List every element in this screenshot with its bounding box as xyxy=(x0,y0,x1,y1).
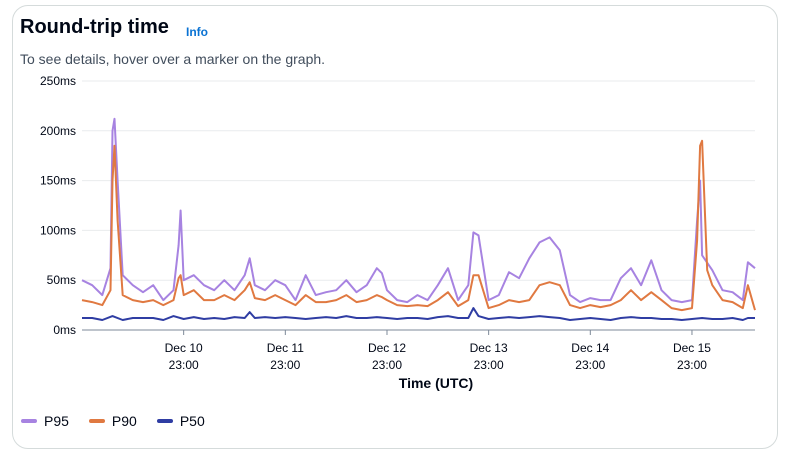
x-tick-label: 23:00 xyxy=(169,358,199,372)
x-tick-label: 23:00 xyxy=(474,358,504,372)
legend: P95 P90 P50 xyxy=(21,413,205,429)
series-line-p90[interactable] xyxy=(81,139,756,312)
series-lines[interactable] xyxy=(81,117,756,321)
series-line-p95[interactable] xyxy=(81,117,756,304)
x-tick-label: 23:00 xyxy=(270,358,300,372)
legend-item-p50[interactable]: P50 xyxy=(156,413,205,429)
y-tick-label: 250ms xyxy=(40,74,76,88)
legend-label: P90 xyxy=(111,413,137,429)
x-axis: Dec 10 23:00 Dec 11 23:00 Dec 12 23:00 Dec 13 2… xyxy=(165,330,711,372)
page-title: Round-trip time xyxy=(20,16,169,38)
x-tick-label: Dec 12 xyxy=(368,341,406,355)
x-tick-label: 23:00 xyxy=(677,358,707,372)
x-tick-label: Dec 10 xyxy=(165,341,203,355)
info-link[interactable]: Info xyxy=(186,25,208,39)
legend-label: P95 xyxy=(44,413,69,429)
chart-description: To see details, hover over a marker on t… xyxy=(20,51,326,67)
x-tick-label: Dec 11 xyxy=(267,341,304,355)
legend-item-p90[interactable]: P90 xyxy=(88,413,137,429)
x-tick-label: 23:00 xyxy=(575,358,605,372)
y-tick-label: 100ms xyxy=(40,223,76,237)
series-line-p50[interactable] xyxy=(82,307,755,321)
y-tick-label: 200ms xyxy=(40,124,76,138)
legend-swatch xyxy=(156,419,173,423)
x-tick-label: Dec 13 xyxy=(470,341,508,355)
x-tick-label: Dec 15 xyxy=(673,341,711,355)
y-tick-label: 0ms xyxy=(53,323,76,337)
legend-swatch xyxy=(21,419,37,423)
x-tick-label: 23:00 xyxy=(372,358,402,372)
legend-label: P50 xyxy=(179,413,205,429)
x-tick-label: Dec 14 xyxy=(571,341,609,355)
x-axis-label: Time (UTC) xyxy=(399,375,473,391)
y-tick-label: 50ms xyxy=(47,273,76,287)
chart-card xyxy=(12,5,778,449)
legend-item-p95[interactable]: P95 xyxy=(21,413,69,429)
legend-swatch xyxy=(88,419,105,423)
y-tick-label: 150ms xyxy=(40,174,76,188)
y-axis: 0ms 50ms 100ms 150ms 200ms 250ms xyxy=(40,74,76,337)
